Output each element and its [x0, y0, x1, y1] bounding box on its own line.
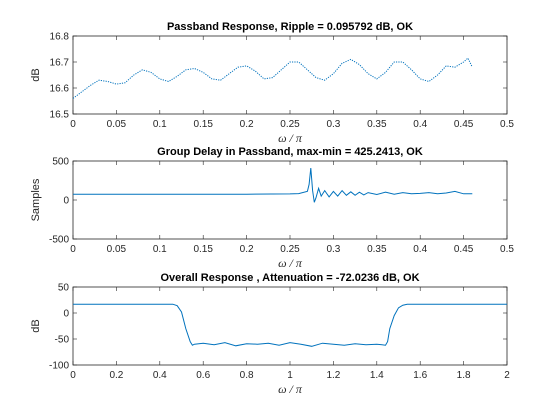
overall-response-ytick-label: -100	[49, 361, 69, 372]
group-delay-xtick-label: 0.05	[107, 244, 127, 255]
overall-response-xtick-label: 0	[70, 370, 76, 381]
passband-response-xtick-label: 0.25	[280, 119, 300, 130]
group-delay-xtick-label: 0.35	[367, 244, 387, 255]
group-delay-xtick-label: 0.15	[193, 244, 213, 255]
group-delay-xtick-label: 0.5	[500, 244, 514, 255]
passband-response-xtick-label: 0.4	[413, 119, 427, 130]
overall-response-xtick-label: 0.8	[240, 370, 254, 381]
passband-response-xtick-label: 0.3	[326, 119, 340, 130]
overall-response-xtick-label: 1.6	[413, 370, 427, 381]
overall-response-xtick-label: 0.2	[109, 370, 123, 381]
group-delay-ylabel: Samples	[30, 178, 42, 221]
passband-response-xtick-label: 0.35	[367, 119, 387, 130]
group-delay-xtick-label: 0.4	[413, 244, 427, 255]
group-delay-title: Group Delay in Passband, max-min = 425.2…	[157, 146, 423, 158]
passband-response-xtick-label: 0.1	[153, 119, 167, 130]
passband-response-xtick-label: 0.45	[454, 119, 474, 130]
overall-response-ytick-label: 50	[58, 283, 70, 294]
overall-response-xtick-label: 1.4	[370, 370, 384, 381]
passband-response-ytick-label: 16.7	[50, 58, 70, 69]
group-delay-xtick-label: 0.45	[454, 244, 474, 255]
group-delay-ytick-label: 500	[52, 157, 69, 168]
overall-response-title: Overall Response , Attenuation = -72.023…	[160, 272, 419, 284]
overall-response-xtick-label: 1.8	[457, 370, 471, 381]
passband-response-ytick-label: 16.8	[50, 32, 70, 43]
overall-response-plot-area	[72, 286, 508, 366]
passband-response-xtick-label: 0	[70, 119, 76, 130]
passband-response-ytick-label: 16.5	[50, 110, 70, 121]
group-delay-plot-area	[72, 160, 508, 240]
overall-response-xtick-label: 1	[287, 370, 293, 381]
group-delay-xtick-label: 0.1	[153, 244, 167, 255]
passband-response-title: Passband Response, Ripple = 0.095792 dB,…	[167, 21, 413, 33]
group-delay-axes: 0 0.05 0.1 0.15 0.2 0.25 0.3 0.35 0.4 0.45 0.5 -500…	[30, 146, 514, 270]
overall-response-xtick-label: 2	[504, 370, 510, 381]
passband-response-xtick-label: 0.05	[107, 119, 127, 130]
group-delay-series-line	[73, 167, 473, 203]
passband-response-xtick-label: 0.15	[193, 119, 213, 130]
overall-response-xtick-label: 0.4	[153, 370, 167, 381]
passband-response-xtick-label: 0.2	[240, 119, 254, 130]
passband-response-xtick-label: 0.5	[500, 119, 514, 130]
group-delay-xtick-label: 0.2	[240, 244, 254, 255]
group-delay-ytick-label: -500	[49, 235, 69, 246]
overall-response-ylabel: dB	[30, 319, 42, 332]
group-delay-xtick-label: 0.25	[280, 244, 300, 255]
overall-response-ytick-label: 0	[63, 309, 69, 320]
overall-response-series-line	[73, 303, 507, 347]
overall-response-xtick-label: 1.2	[326, 370, 340, 381]
passband-response-axes: 0 0.05 0.1 0.15 0.2 0.25 0.3 0.35 0.4 0.45 0.5 16.5…	[30, 21, 514, 145]
group-delay-ytick-label: 0	[63, 196, 69, 207]
overall-response-axes: 0 0.2 0.4 0.6 0.8 1 1.2 1.4 1.6 1.8 2 -100 -50 0 50 Ove…	[30, 272, 510, 396]
group-delay-xtick-label: 0.3	[326, 244, 340, 255]
passband-response-plot-area	[72, 35, 508, 115]
group-delay-xlabel: ω / π	[278, 256, 303, 270]
passband-response-ytick-label: 16.6	[50, 84, 70, 95]
overall-response-xtick-label: 0.6	[196, 370, 210, 381]
group-delay-xtick-label: 0	[70, 244, 76, 255]
overall-response-ytick-label: -50	[55, 335, 70, 346]
passband-response-ylabel: dB	[30, 68, 42, 81]
overall-response-xlabel: ω / π	[278, 382, 303, 396]
passband-response-xlabel: ω / π	[278, 131, 303, 145]
